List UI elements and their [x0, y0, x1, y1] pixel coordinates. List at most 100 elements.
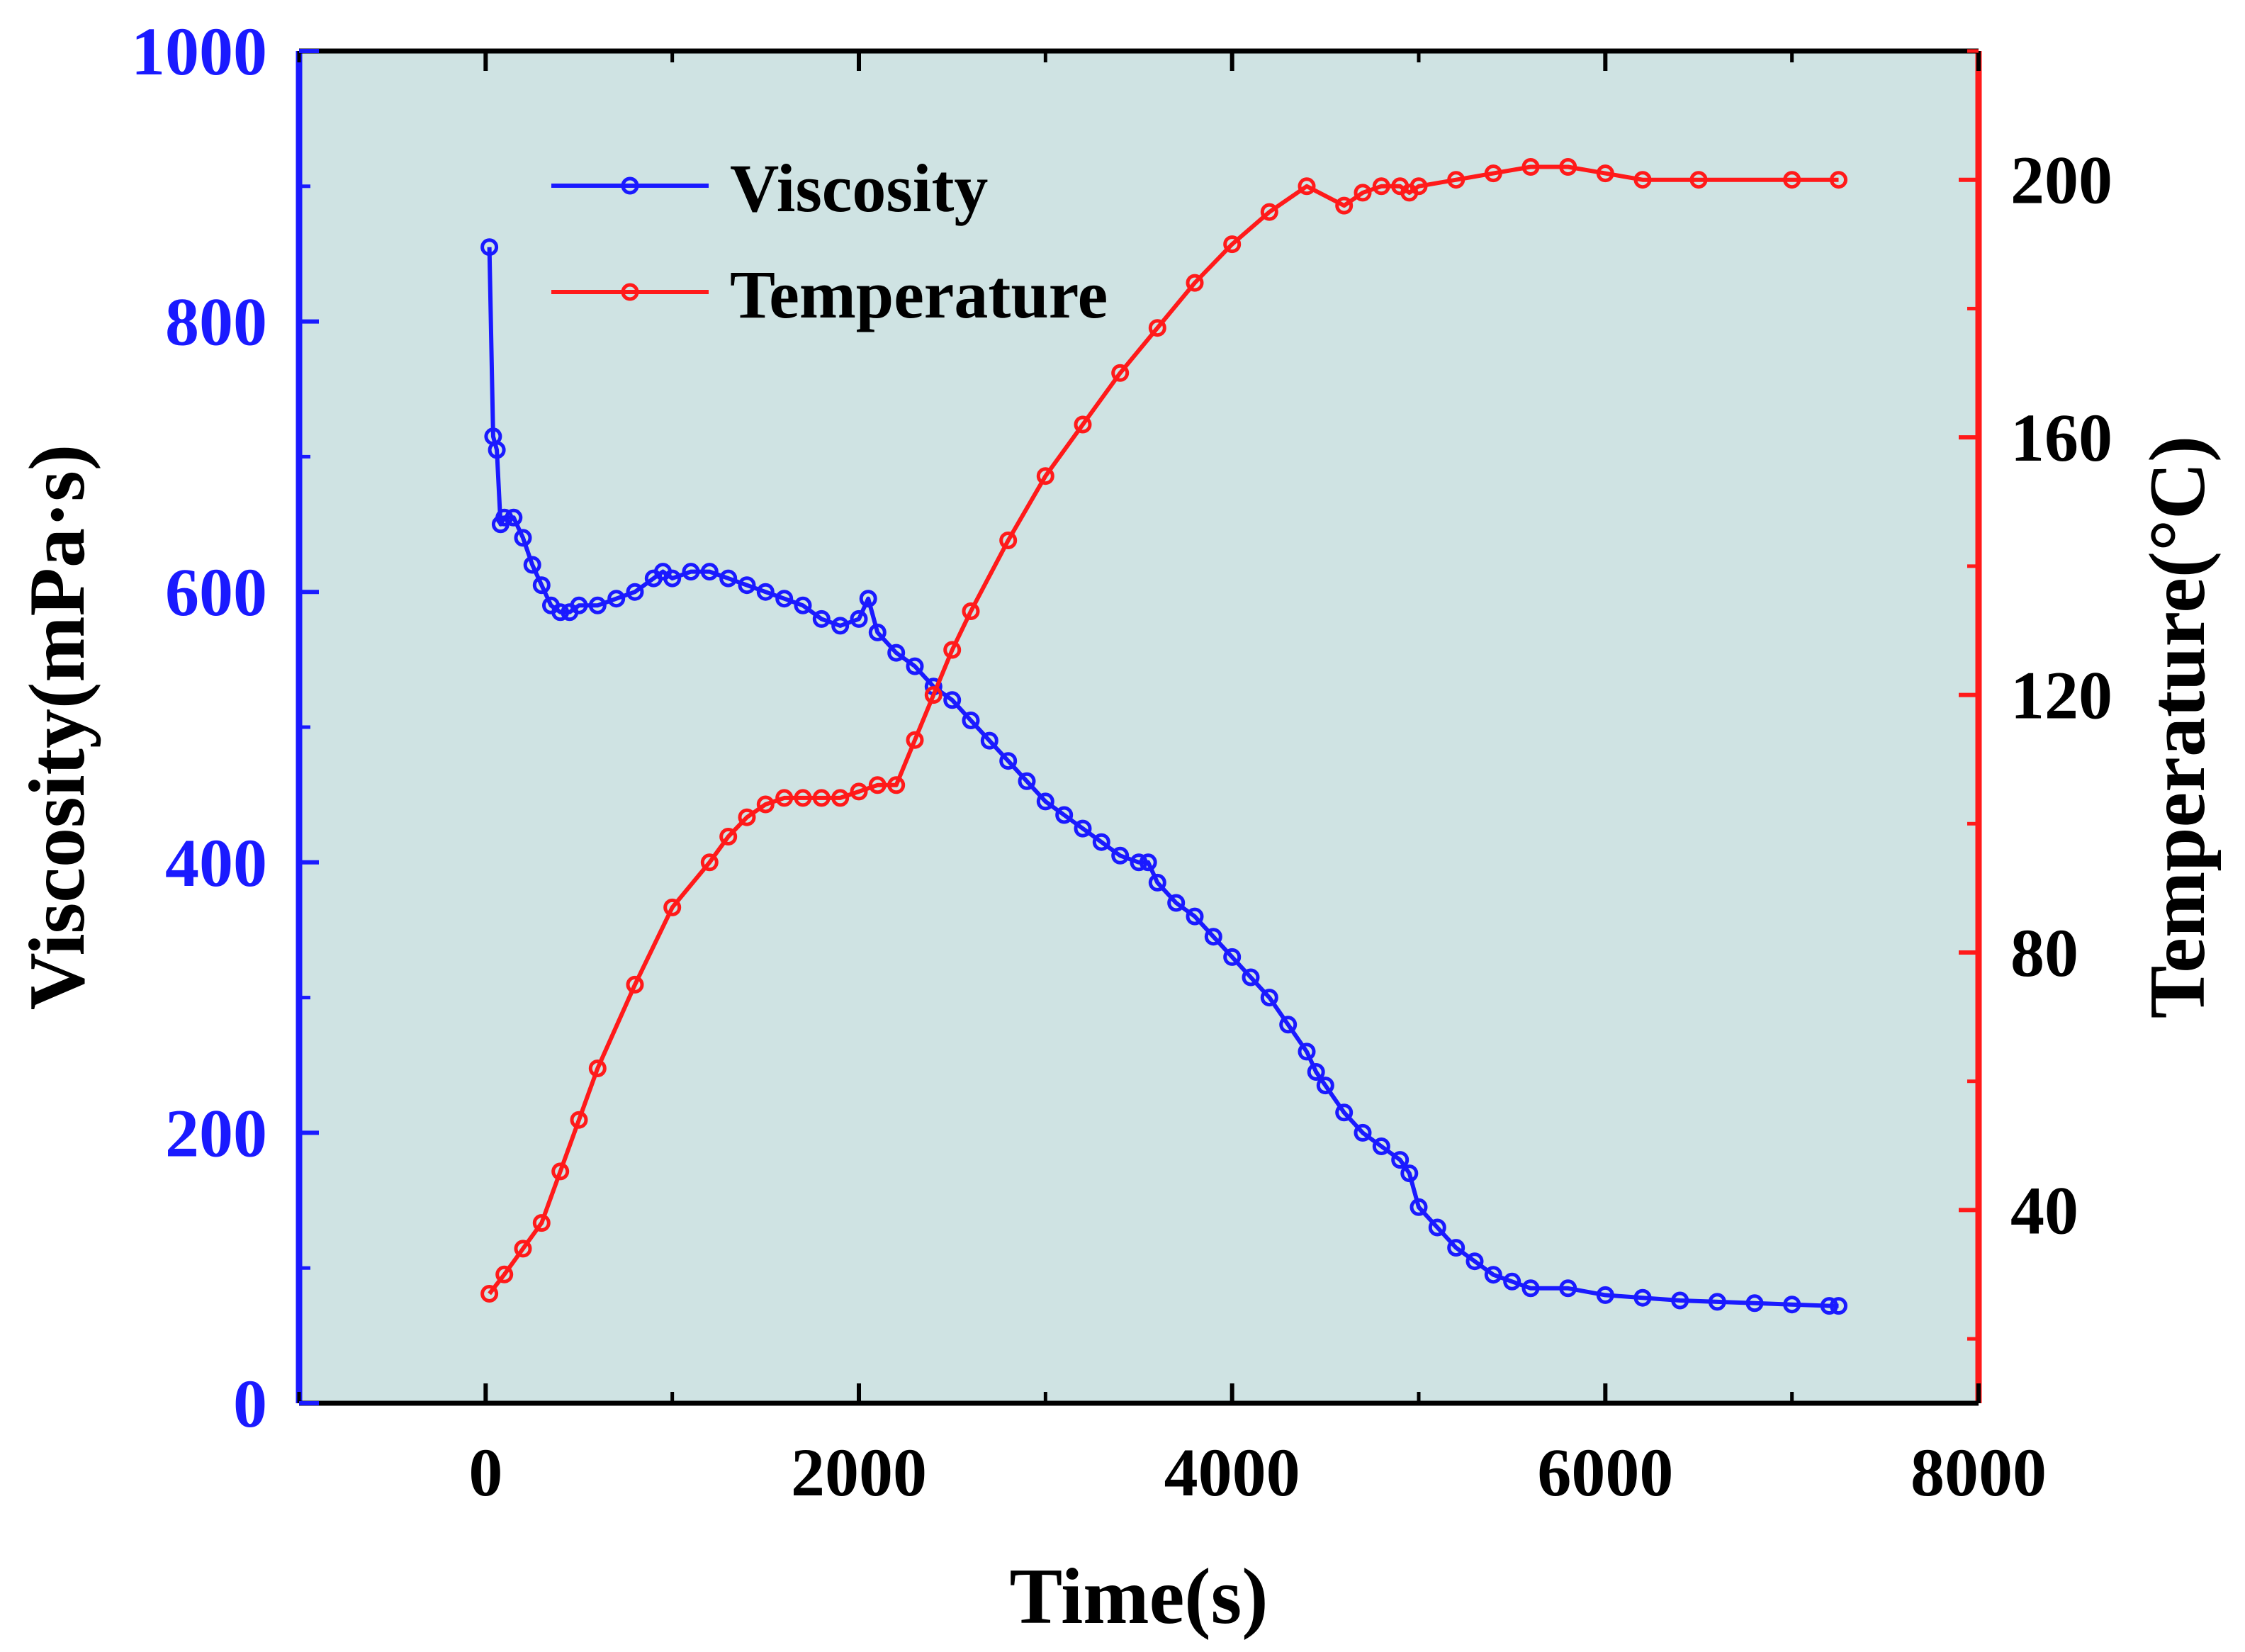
- y-left-tick-label: 800: [165, 284, 267, 360]
- data-point-viscosity: [1820, 1297, 1838, 1315]
- data-point-viscosity: [505, 508, 523, 527]
- y-right-tick-label: 120: [2010, 658, 2112, 734]
- data-point-viscosity: [831, 617, 850, 635]
- data-point-viscosity: [887, 644, 906, 662]
- data-point-temperature: [999, 532, 1018, 549]
- y-right-tick-label: 160: [2010, 400, 2112, 476]
- x-tick-label: 4000: [1164, 1434, 1300, 1510]
- data-point-viscosity: [1092, 833, 1110, 851]
- data-point-viscosity: [1167, 894, 1186, 912]
- data-point-viscosity: [1354, 1123, 1372, 1142]
- data-point-temperature: [626, 975, 644, 994]
- y-left-tick-label: 1000: [131, 13, 267, 89]
- data-point-temperature: [831, 789, 850, 807]
- legend-temperature-label: Temperature: [730, 257, 1108, 332]
- series-temperature: [480, 158, 1847, 1303]
- data-point-temperature: [719, 828, 738, 845]
- data-point-viscosity: [1260, 989, 1278, 1007]
- data-point-temperature: [794, 789, 812, 807]
- data-point-viscosity: [1465, 1252, 1484, 1271]
- y-right-tick-label: 200: [2010, 142, 2112, 218]
- data-point-viscosity: [1298, 1043, 1316, 1061]
- data-point-temperature: [532, 1214, 551, 1232]
- data-point-temperature: [943, 641, 962, 659]
- data-point-viscosity: [480, 238, 499, 257]
- data-point-temperature: [887, 776, 906, 794]
- data-point-viscosity: [1745, 1294, 1764, 1313]
- data-point-viscosity: [523, 556, 541, 574]
- data-point-viscosity: [1484, 1266, 1502, 1284]
- data-point-temperature: [775, 789, 794, 807]
- data-point-viscosity: [1223, 948, 1242, 966]
- data-point-viscosity: [1391, 1151, 1410, 1169]
- data-point-viscosity: [980, 731, 998, 750]
- data-point-viscosity: [943, 691, 962, 709]
- data-point-viscosity: [1335, 1103, 1354, 1122]
- data-point-temperature: [1447, 171, 1465, 189]
- y-left-tick-label: 200: [165, 1095, 267, 1171]
- data-point-temperature: [1783, 171, 1801, 189]
- data-point-viscosity: [999, 752, 1018, 770]
- data-point-temperature: [480, 1285, 499, 1303]
- data-point-temperature: [1223, 235, 1242, 254]
- data-point-temperature: [1074, 415, 1092, 434]
- data-point-temperature: [1354, 184, 1372, 202]
- data-point-temperature: [588, 1060, 607, 1077]
- data-point-viscosity: [794, 596, 812, 614]
- data-point-viscosity: [1279, 1016, 1298, 1034]
- legend: Viscosity Temperature: [551, 150, 1108, 332]
- series-layer: [480, 158, 1847, 1315]
- data-point-temperature: [1335, 196, 1354, 215]
- data-point-viscosity: [1503, 1272, 1521, 1291]
- data-point-viscosity: [1372, 1137, 1390, 1155]
- data-point-viscosity: [1018, 772, 1036, 790]
- y-left-tick-label: 400: [165, 825, 267, 901]
- data-point-viscosity: [1130, 853, 1148, 872]
- x-tick-label: 8000: [1911, 1434, 2047, 1510]
- data-point-temperature: [1596, 164, 1614, 183]
- data-point-temperature: [738, 808, 756, 826]
- data-point-viscosity: [859, 590, 877, 608]
- x-axis-title: Time(s): [1010, 1553, 1268, 1641]
- data-point-temperature: [1559, 158, 1577, 176]
- data-point-viscosity: [1708, 1293, 1726, 1311]
- data-point-viscosity: [532, 576, 551, 595]
- y-left-tick-label: 600: [165, 554, 267, 630]
- data-point-viscosity: [1139, 853, 1157, 872]
- data-point-temperature: [1186, 274, 1204, 292]
- series-viscosity: [480, 238, 1847, 1315]
- data-point-viscosity: [1111, 846, 1130, 865]
- data-point-viscosity: [682, 563, 700, 581]
- data-point-temperature: [868, 776, 887, 794]
- data-point-viscosity: [1307, 1063, 1325, 1081]
- data-point-viscosity: [1242, 968, 1260, 987]
- data-point-viscosity: [812, 609, 831, 628]
- data-point-temperature: [551, 1162, 570, 1181]
- data-point-viscosity: [570, 596, 588, 614]
- data-point-temperature: [962, 602, 980, 620]
- plot-area: [299, 51, 1979, 1403]
- data-point-viscosity: [551, 603, 570, 622]
- y-left-axis-title: Viscosity(mPa·s): [13, 444, 101, 1010]
- data-point-viscosity: [850, 609, 868, 628]
- data-point-viscosity: [495, 508, 514, 527]
- data-point-viscosity: [1074, 819, 1092, 838]
- y-right-tick-label: 40: [2010, 1172, 2078, 1248]
- data-point-temperature: [1410, 177, 1428, 196]
- data-point-temperature: [1484, 164, 1502, 183]
- data-point-viscosity: [700, 563, 719, 581]
- legend-viscosity-label: Viscosity: [730, 150, 988, 226]
- data-point-viscosity: [738, 576, 756, 595]
- data-point-viscosity: [1633, 1288, 1652, 1307]
- data-point-temperature: [1260, 203, 1278, 221]
- data-point-viscosity: [906, 657, 924, 675]
- x-tick-label: 6000: [1537, 1434, 1673, 1510]
- y-left-tick-label: 0: [233, 1366, 267, 1442]
- data-point-viscosity: [1596, 1286, 1614, 1304]
- data-point-viscosity: [1447, 1239, 1465, 1257]
- data-point-viscosity: [588, 596, 607, 614]
- data-point-viscosity: [775, 590, 794, 608]
- legend-temperature-marker: [621, 283, 639, 301]
- data-point-viscosity: [868, 623, 887, 641]
